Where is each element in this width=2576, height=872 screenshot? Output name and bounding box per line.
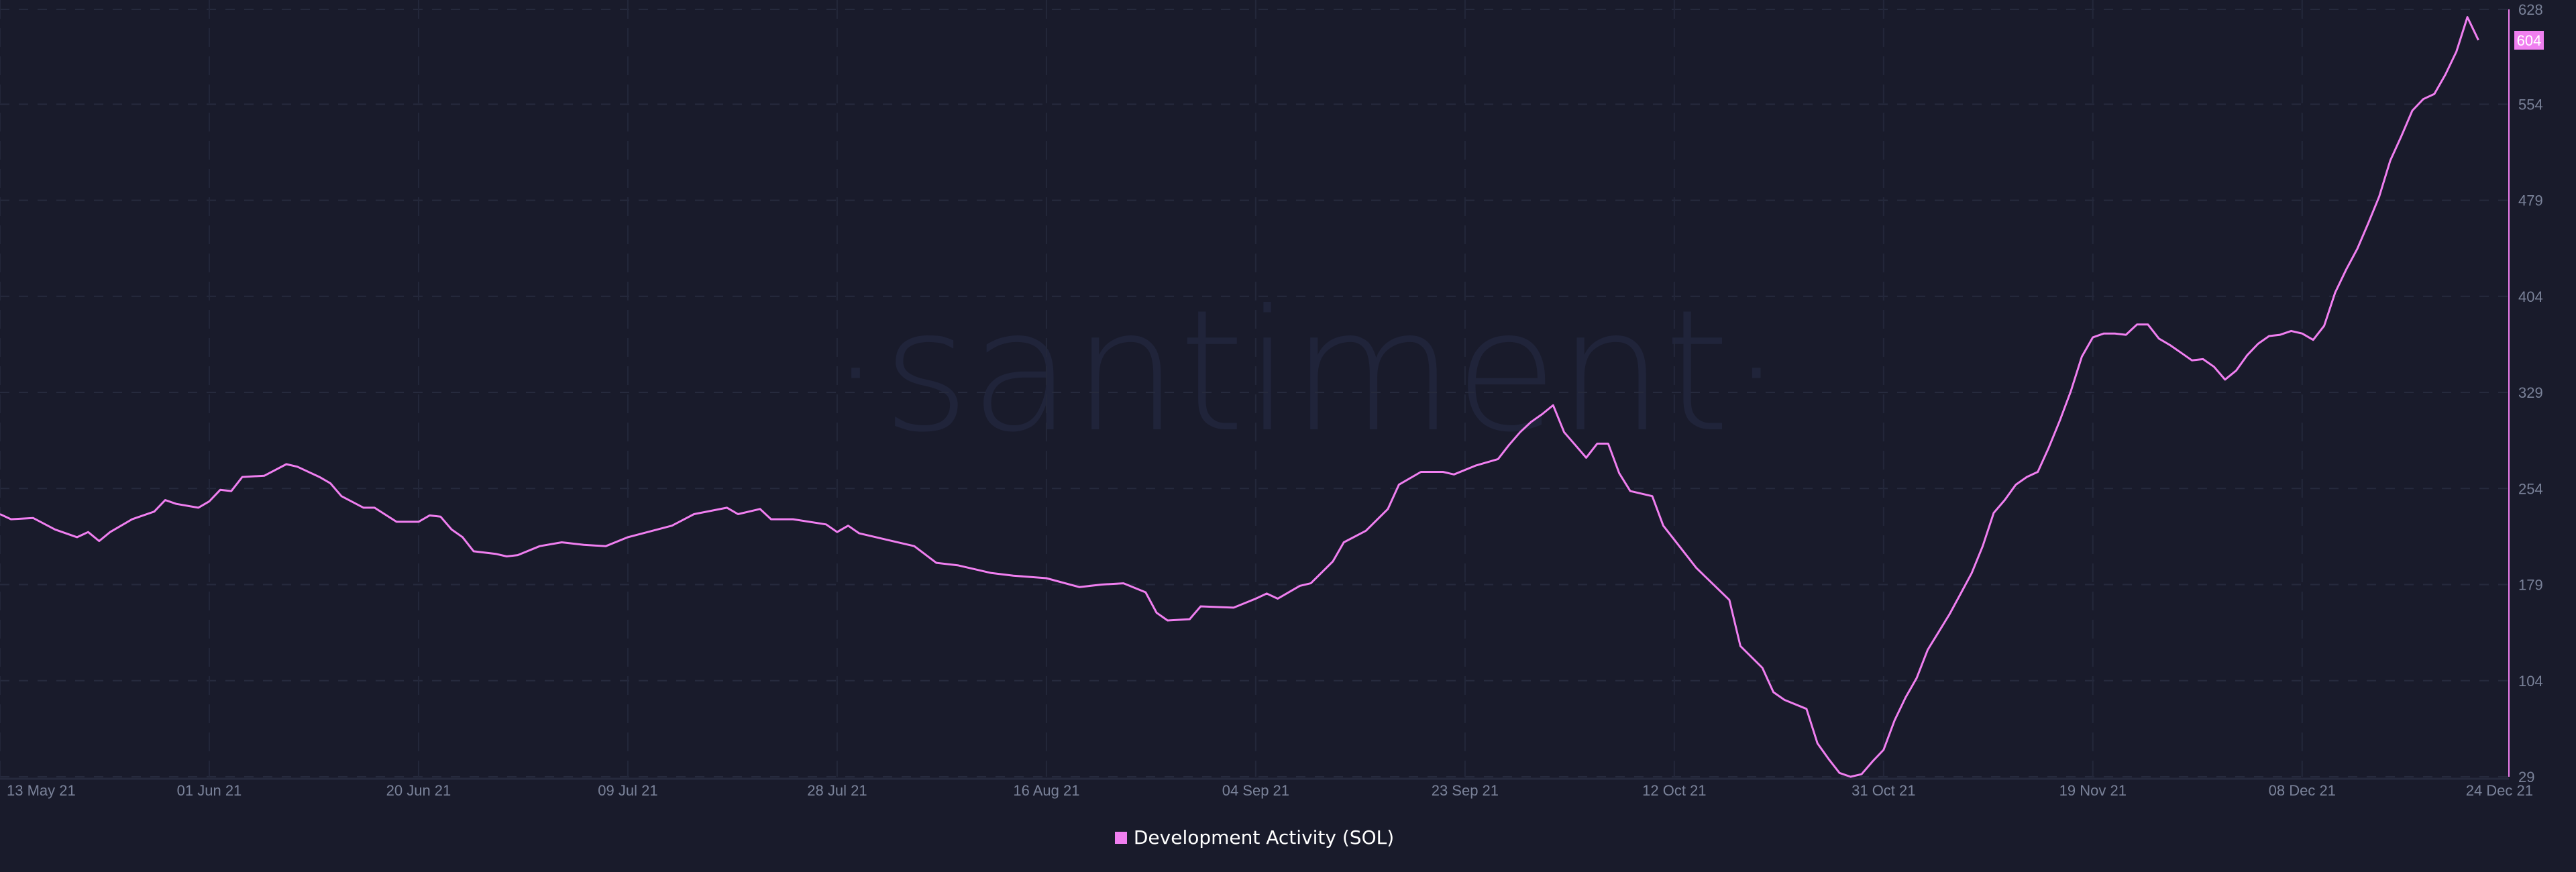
y-tick-label: 254 — [2518, 480, 2543, 497]
legend-swatch — [1114, 831, 1127, 844]
y-tick-label: 329 — [2518, 384, 2543, 401]
series-layer — [0, 16, 2479, 778]
y-tick-label: 628 — [2518, 1, 2543, 18]
y-tick-label: 179 — [2518, 577, 2543, 594]
y-tick-label: 29 — [2518, 769, 2534, 785]
current-value-tag-bg — [2514, 31, 2544, 50]
y-tick-label: 104 — [2518, 673, 2543, 690]
y-tick-label: 479 — [2518, 193, 2543, 209]
santiment-watermark: ·santiment· — [829, 274, 1783, 469]
legend[interactable]: Development Activity (SOL) — [0, 826, 2509, 849]
x-tick-label: 20 Jun 21 — [386, 782, 451, 799]
x-tick-label: 16 Aug 21 — [1013, 782, 1079, 799]
legend-label: Development Activity (SOL) — [1133, 826, 1395, 849]
x-tick-label: 28 Jul 21 — [807, 782, 867, 799]
x-tick-label: 24 Dec 21 — [2466, 782, 2533, 799]
x-tick-label: 09 Jul 21 — [598, 782, 657, 799]
grid — [0, 0, 2509, 777]
x-tick-label: 23 Sep 21 — [1432, 782, 1499, 799]
series-line-development-activity — [0, 16, 2479, 778]
x-tick-label: 12 Oct 21 — [1642, 782, 1706, 799]
x-tick-label: 01 Jun 21 — [177, 782, 242, 799]
x-tick-label: 19 Nov 21 — [2059, 782, 2127, 799]
x-tick-label: 04 Sep 21 — [1222, 782, 1289, 799]
axes: 628 554 479 404 329 254 179 104 29 13 May 21 01 Ju… — [0, 1, 2543, 799]
x-tick-label: 31 Oct 21 — [1851, 782, 1915, 799]
y-tick-label: 554 — [2518, 96, 2543, 113]
x-tick-label: 08 Dec 21 — [2269, 782, 2336, 799]
current-value-label: 604 — [2517, 32, 2542, 49]
y-tick-label: 404 — [2518, 288, 2543, 305]
x-tick-label: 13 May 21 — [7, 782, 76, 799]
current-value-tag: 604 — [2514, 31, 2544, 50]
